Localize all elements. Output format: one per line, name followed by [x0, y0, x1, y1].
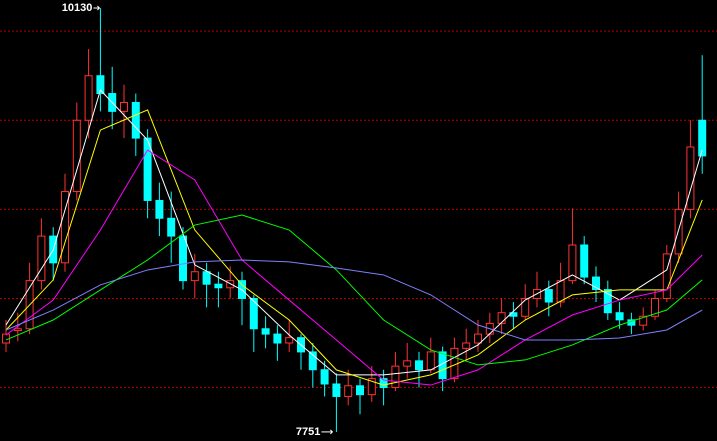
candle-body [61, 191, 69, 264]
candle-body [568, 244, 577, 282]
candle-body [179, 235, 187, 282]
candle-body [96, 75, 105, 95]
candle-body [367, 378, 376, 396]
candle-body [190, 271, 199, 282]
candle-body [155, 199, 164, 219]
candle-body [662, 253, 671, 299]
candle-body [391, 365, 400, 389]
candle-body [698, 119, 707, 157]
candle-body [474, 333, 482, 344]
candle-body [356, 385, 364, 396]
candle-body [273, 333, 282, 344]
candle-body [143, 137, 152, 201]
candle-body [167, 217, 176, 237]
candle-body [415, 360, 423, 371]
candle-body [84, 75, 93, 121]
candle-body [403, 360, 412, 367]
moving-average-line [5, 89, 703, 376]
candle-body [344, 385, 353, 397]
max-arrow-head [97, 5, 101, 11]
candle-body [592, 276, 600, 291]
moving-average-line [5, 149, 703, 386]
max-label: 10130 [62, 2, 93, 14]
candle-body [285, 337, 294, 344]
candle-body [651, 297, 659, 317]
candle-body [37, 235, 46, 282]
candle-body [214, 283, 223, 289]
candle-body [462, 342, 471, 349]
candle-body [379, 378, 388, 389]
candle-body [202, 271, 211, 285]
candle-body [261, 328, 270, 335]
min-label: 7751 [296, 426, 320, 438]
moving-average-line [5, 109, 703, 386]
candle-body [639, 315, 648, 326]
candle-body [72, 119, 81, 193]
min-arrow-head [330, 429, 334, 435]
candle-body [249, 297, 258, 330]
candle-body [308, 351, 317, 371]
candle-body [603, 289, 612, 314]
candle-body [615, 312, 624, 321]
candle-body [426, 351, 435, 371]
candle-body [131, 101, 140, 139]
candle-body [332, 383, 341, 397]
candle-body [580, 244, 589, 278]
candle-body [521, 297, 530, 317]
candle-body [120, 101, 128, 112]
candle-body [320, 369, 329, 385]
candle-body [544, 289, 553, 303]
moving-average-line [5, 259, 703, 341]
moving-average-line [5, 214, 703, 366]
candle-body [13, 328, 22, 332]
candle-body [497, 312, 506, 324]
candle-body [556, 280, 565, 303]
